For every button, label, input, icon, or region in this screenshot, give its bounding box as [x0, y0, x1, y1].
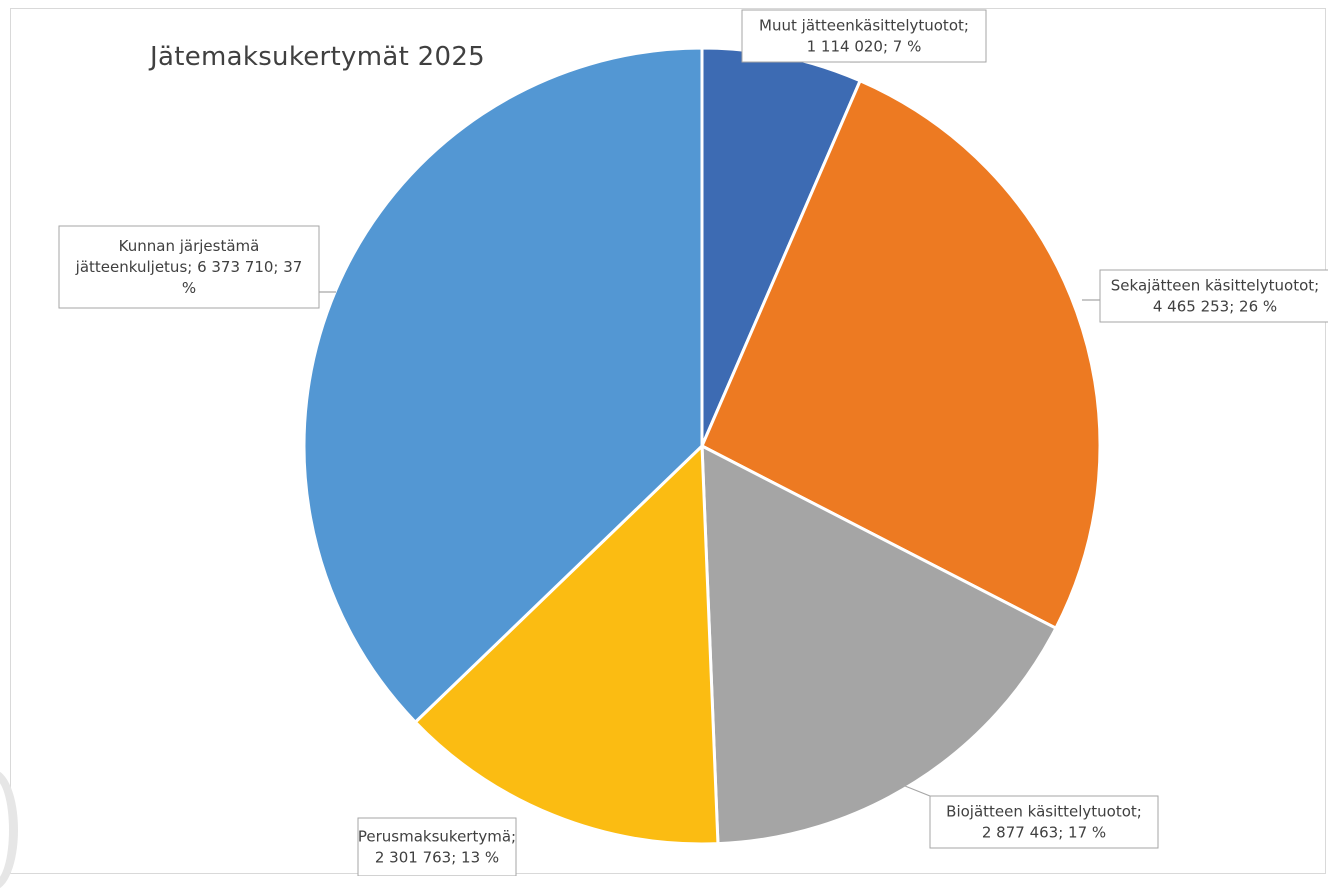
data-label-box [58, 225, 320, 309]
data-label: Muut jätteenkäsittelytuotot; 1 114 020; 7… [741, 9, 987, 63]
data-label-box [929, 795, 1159, 849]
data-label-text: 2 877 463; 17 % [982, 824, 1106, 842]
chart-title: Jätemaksukertymät 2025 [150, 42, 486, 72]
data-label-text: % [182, 279, 196, 297]
data-label-text: 1 114 020; 7 % [807, 38, 922, 56]
data-label-text: 4 465 253; 26 % [1153, 298, 1277, 316]
data-label-box [357, 817, 517, 876]
data-label-text: Perusmaksukertymä; [358, 828, 516, 846]
data-label-text: jätteenkuljetus; 6 373 710; 37 [75, 258, 303, 276]
pie-slice [413, 442, 720, 846]
data-label-box [1099, 269, 1328, 323]
data-label-box [741, 9, 987, 63]
pie-slice [302, 46, 704, 725]
pie-slice [700, 443, 1058, 846]
data-label-text: Kunnan järjestämä [119, 237, 260, 255]
callout-leader [899, 783, 931, 797]
data-label-text: 2 301 763; 13 % [375, 849, 499, 867]
data-label: Perusmaksukertymä; 2 301 763; 13 % [357, 817, 517, 876]
data-label: Kunnan järjestämä jätteenkuljetus; 6 373 … [58, 225, 320, 309]
pie-slice [700, 78, 1102, 631]
data-label-text: Biojätteen käsittelytuotot; [946, 803, 1142, 821]
data-label-text: Muut jätteenkäsittelytuotot; [759, 17, 969, 35]
data-label: Biojätteen käsittelytuotot; 2 877 463; 17… [929, 795, 1159, 849]
data-label: Sekajätteen käsittelytuotot; 4 465 253; 2… [1099, 269, 1328, 323]
data-label-text: Sekajätteen käsittelytuotot; [1111, 277, 1319, 295]
